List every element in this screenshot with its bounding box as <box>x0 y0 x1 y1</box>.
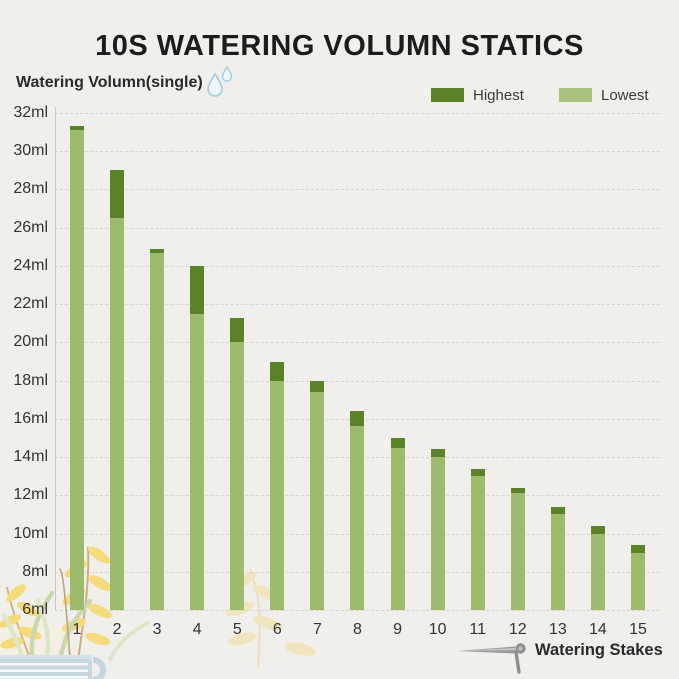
x-tick-label-11: 11 <box>469 621 486 638</box>
x-tick-label-1: 1 <box>72 621 82 638</box>
y-tick-label-14ml: 14ml <box>13 448 48 466</box>
page-title: 10S WATERING VOLUMN STATICS <box>95 30 584 62</box>
bar-lowest-stake-4 <box>190 313 205 610</box>
bar-highest-stake-12 <box>510 487 525 494</box>
y-tick-label-8ml: 8ml <box>22 562 48 580</box>
x-tick-label-4: 4 <box>192 621 202 638</box>
bar-lowest-stake-1 <box>70 130 84 610</box>
y-tick-label-12ml: 12ml <box>13 486 48 504</box>
x-tick-label-2: 2 <box>112 621 122 638</box>
bar-highest-stake-7 <box>310 380 325 393</box>
bar-lowest-stake-6 <box>270 380 285 610</box>
bar-highest-stake-3 <box>150 248 165 253</box>
cup <box>0 655 106 679</box>
bar-lowest-stake-5 <box>230 342 245 610</box>
legend-swatch-highest <box>431 88 464 102</box>
x-tick-label-9: 9 <box>393 621 402 638</box>
bar-highest-stake-11 <box>470 468 485 477</box>
y-tick-label-20ml: 20ml <box>13 333 48 351</box>
y-axis-line <box>55 107 56 610</box>
x-tick-label-7: 7 <box>312 621 322 638</box>
gridline-30ml <box>55 151 660 153</box>
bar-highest-stake-2 <box>110 170 125 219</box>
y-tick-label-10ml: 10ml <box>13 524 48 542</box>
bar-lowest-stake-7 <box>310 392 325 610</box>
legend-item-lowest: Lowest <box>559 86 649 104</box>
y-tick-label-16ml: 16ml <box>13 409 48 427</box>
gridline-32ml <box>55 113 660 114</box>
legend-label-highest: Highest <box>473 86 524 104</box>
x-tick-label-6: 6 <box>272 621 282 638</box>
gridline-6ml <box>55 610 660 611</box>
gridline-20ml <box>55 342 660 344</box>
x-tick-label-14: 14 <box>589 621 607 638</box>
bar-lowest-stake-3 <box>150 252 165 610</box>
bar-highest-stake-10 <box>430 449 445 458</box>
x-tick-label-5: 5 <box>232 621 242 638</box>
y-tick-label-28ml: 28ml <box>13 180 48 198</box>
bar-lowest-stake-9 <box>390 447 405 610</box>
bar-lowest-stake-13 <box>550 514 565 610</box>
bar-highest-stake-14 <box>590 525 605 534</box>
x-tick-label-13: 13 <box>548 621 567 638</box>
bar-highest-stake-13 <box>550 506 565 515</box>
gridline-22ml <box>55 304 660 306</box>
legend-label-lowest: Lowest <box>601 86 649 104</box>
grass-blades <box>1 568 150 662</box>
bar-lowest-stake-15 <box>630 552 645 610</box>
legend-swatch-lowest <box>559 88 592 102</box>
bar-lowest-stake-14 <box>590 533 605 610</box>
gridline-26ml <box>55 227 660 229</box>
y-axis-title: Watering Volumn(single) <box>16 65 234 105</box>
legend-item-highest: Highest <box>431 86 524 104</box>
x-tick-label-8: 8 <box>353 621 362 638</box>
bar-highest-stake-15 <box>630 545 645 553</box>
y-tick-label-6ml: 6ml <box>22 601 48 618</box>
water-droplet-icon <box>206 65 234 105</box>
bar-highest-stake-6 <box>270 361 285 381</box>
bar-lowest-stake-10 <box>430 457 445 610</box>
bar-highest-stake-4 <box>190 265 205 314</box>
gridline-18ml <box>55 380 660 382</box>
watering-stake-icon <box>457 643 526 674</box>
potted-plant-cup-illustration <box>0 546 316 679</box>
y-tick-label-18ml: 18ml <box>13 371 48 389</box>
bar-lowest-stake-12 <box>510 493 525 610</box>
x-tick-label-3: 3 <box>152 621 162 638</box>
x-tick-label-15: 15 <box>629 621 647 638</box>
x-tick-label-10: 10 <box>428 621 447 638</box>
x-axis-title: Watering Stakes <box>535 641 663 659</box>
y-tick-label-32ml: 32ml <box>13 104 48 121</box>
bar-highest-stake-8 <box>350 411 365 427</box>
y-tick-label-22ml: 22ml <box>13 295 48 313</box>
x-tick-label-12: 12 <box>508 621 527 638</box>
bar-highest-stake-1 <box>70 126 84 131</box>
bar-lowest-stake-2 <box>110 218 125 610</box>
bar-highest-stake-5 <box>230 317 245 343</box>
gridline-28ml <box>55 189 660 191</box>
y-tick-label-24ml: 24ml <box>13 256 48 274</box>
y-tick-label-30ml: 30ml <box>13 142 48 160</box>
y-tick-label-26ml: 26ml <box>13 218 48 236</box>
bar-lowest-stake-11 <box>470 476 485 610</box>
bar-highest-stake-9 <box>390 437 405 448</box>
gridline-24ml <box>55 265 660 267</box>
y-axis-title-label: Watering Volumn(single) <box>16 74 203 91</box>
bar-lowest-stake-8 <box>350 426 365 610</box>
